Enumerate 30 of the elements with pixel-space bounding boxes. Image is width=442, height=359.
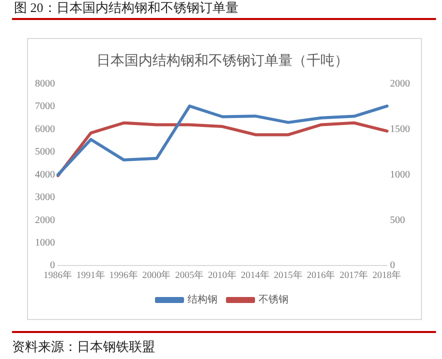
x-tick-label: 2005年 (175, 268, 204, 281)
caption: 图 20：日本国内结构钢和不锈钢订单量 (14, 0, 238, 16)
x-tick-label: 1996年 (109, 268, 138, 281)
x-tick-label: 2016年 (306, 268, 336, 281)
y-tick-label: 6000 (35, 124, 55, 135)
y2-tick-label: 1500 (390, 124, 410, 135)
legend-label: 不锈钢 (258, 294, 288, 306)
y-tick-label: 3000 (35, 192, 55, 204)
y-tick-label: 0 (50, 260, 55, 272)
x-tick-label: 1991年 (76, 268, 106, 281)
chart-title: 日本国内结构钢和不锈钢订单量（千吨） (96, 53, 348, 70)
x-tick-label: 2010年 (208, 268, 237, 281)
x-tick-label: 2015年 (274, 268, 303, 281)
y-tick-label: 4000 (35, 169, 55, 180)
y2-tick-label: 0 (390, 260, 395, 272)
y-tick-label: 2000 (35, 214, 55, 226)
y-tick-label: 8000 (35, 78, 55, 90)
x-tick-label: 2017年 (340, 268, 369, 281)
y-tick-label: 5000 (35, 146, 55, 158)
y-tick-label: 7000 (35, 101, 55, 112)
y-tick-label: 1000 (35, 238, 55, 248)
x-tick-label: 2014年 (240, 268, 270, 281)
y2-tick-label: 500 (390, 214, 405, 226)
legend-label: 结构钢 (188, 294, 218, 306)
x-tick-label: 2000年 (142, 268, 172, 281)
x-tick-label: 2018年 (372, 268, 402, 281)
y2-tick-label: 1000 (390, 169, 410, 180)
text: 资料来源：日本钢铁联盟 (12, 338, 155, 356)
y2-tick-label: 2000 (390, 78, 410, 90)
x-tick-label: 1986年 (44, 268, 72, 281)
